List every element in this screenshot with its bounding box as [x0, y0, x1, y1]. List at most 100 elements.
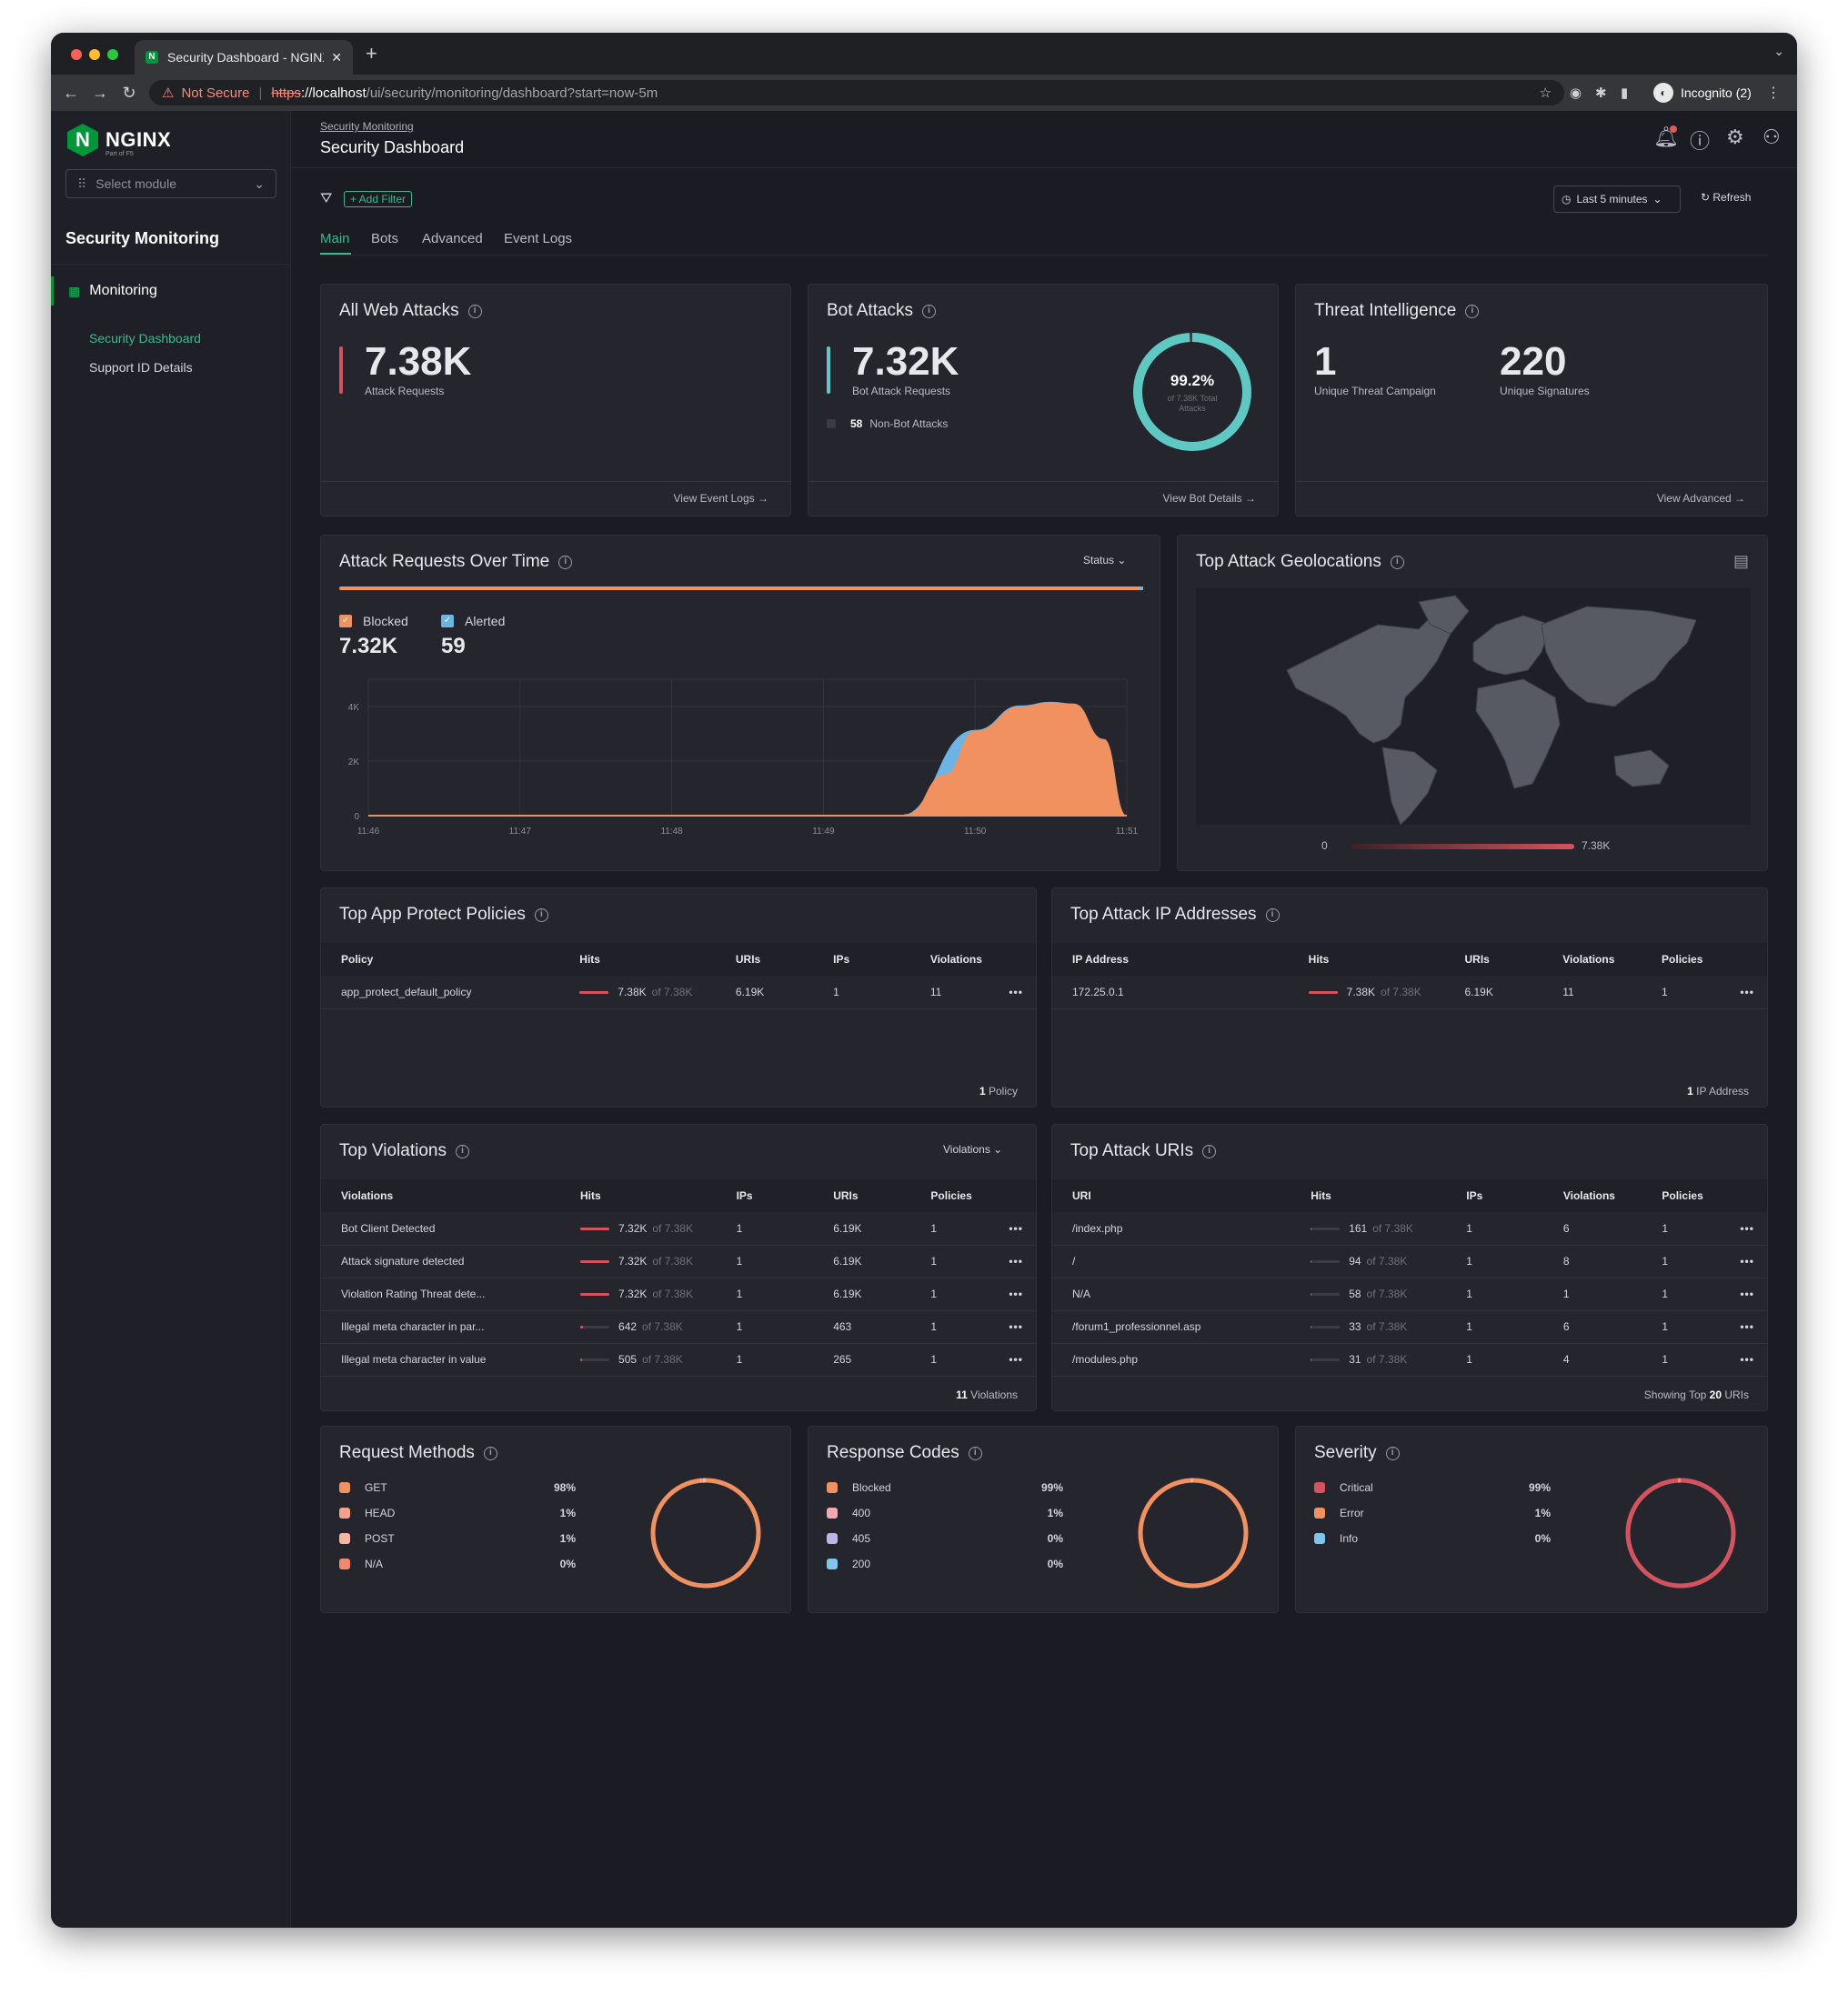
donut-arc: [1133, 333, 1251, 451]
info-icon[interactable]: i: [922, 304, 937, 318]
table-row[interactable]: /forum1_professionnel.asp 33 of 7.38K 1 6 1 ••…: [1052, 1310, 1767, 1344]
non-bot-label: Non-Bot Attacks: [869, 417, 949, 430]
table-row[interactable]: Illegal meta character in par... 642 of 7.…: [321, 1310, 1036, 1344]
module-select[interactable]: ⠿ Select module ⌄: [65, 169, 276, 198]
more-actions-icon[interactable]: •••: [1740, 1221, 1754, 1235]
table-row[interactable]: Bot Client Detected 7.32K of 7.38K 1 6.19K 1 •…: [321, 1212, 1036, 1246]
info-icon[interactable]: i: [1202, 1144, 1217, 1158]
x-tick-label: 11:48: [660, 827, 683, 837]
ratio-bar: [339, 586, 1143, 590]
row-c3: 1: [1446, 1212, 1543, 1246]
status-dropdown[interactable]: Status ⌄: [1083, 554, 1126, 566]
tab-event-logs[interactable]: Event Logs: [504, 231, 573, 246]
back-arrow-icon[interactable]: ←: [63, 83, 79, 102]
info-icon[interactable]: i: [1465, 304, 1480, 318]
blocked-toggle[interactable]: ✓ Blocked: [339, 614, 408, 628]
table-view-icon[interactable]: ▤: [1732, 552, 1749, 570]
table-row[interactable]: Illegal meta character in value 505 of 7.3…: [321, 1343, 1036, 1377]
hits-value: 31: [1349, 1353, 1361, 1366]
minimize-window-button[interactable]: [89, 49, 100, 60]
info-icon[interactable]: i: [534, 907, 548, 922]
view-event-logs-link[interactable]: View Event Logs →: [673, 492, 768, 505]
close-window-button[interactable]: [71, 49, 82, 60]
incognito-indicator[interactable]: ◐ Incognito (2): [1653, 82, 1752, 104]
incognito-label: Incognito (2): [1681, 85, 1752, 100]
web-attacks-sub: Attack Requests: [365, 385, 445, 397]
view-bot-details-link[interactable]: View Bot Details →: [1162, 492, 1257, 505]
info-icon[interactable]: i: [968, 1446, 982, 1460]
table-row[interactable]: app_protect_default_policy 7.38K of 7.38K 6…: [321, 976, 1036, 1009]
url-bar[interactable]: ⚠ Not Secure | https ://localhost /ui/se…: [149, 80, 1564, 105]
info-icon[interactable]: i: [467, 304, 482, 318]
more-actions-icon[interactable]: •••: [1009, 1288, 1023, 1300]
more-actions-icon[interactable]: •••: [1009, 1353, 1023, 1366]
sidebar-item-support-id-details[interactable]: Support ID Details: [89, 360, 193, 375]
column-header: IP Address: [1052, 943, 1289, 976]
tab-bots[interactable]: Bots: [371, 231, 399, 246]
breadcrumb[interactable]: Security Monitoring: [320, 120, 414, 133]
table-row[interactable]: N/A 58 of 7.38K 1 1 1 •••: [1052, 1278, 1767, 1311]
help-icon[interactable]: ⓘ: [1690, 130, 1711, 153]
table-row[interactable]: /94 of 7.38K 1 8 1 •••: [1052, 1245, 1767, 1278]
more-actions-icon[interactable]: •••: [1740, 1353, 1754, 1366]
tab-advanced[interactable]: Advanced: [422, 231, 483, 246]
alerted-toggle[interactable]: ✓ Alerted: [441, 614, 505, 628]
sidebar-item-security-dashboard[interactable]: Security Dashboard: [89, 331, 201, 346]
more-actions-icon[interactable]: •••: [1009, 985, 1023, 998]
info-icon[interactable]: i: [1385, 1446, 1400, 1460]
new-tab-button[interactable]: +: [366, 42, 377, 65]
row-hits: 31 of 7.38K: [1291, 1343, 1447, 1377]
browser-tab[interactable]: N Security Dashboard - NGINX A ✕: [135, 40, 353, 75]
bookmark-star-icon[interactable]: ☆: [1539, 85, 1552, 101]
more-actions-icon[interactable]: •••: [1009, 1221, 1023, 1235]
geolocations-card: Top Attack Geolocations i ▤ 0 7: [1177, 535, 1768, 871]
user-icon[interactable]: ⚇: [1763, 125, 1781, 148]
not-secure-label[interactable]: Not Secure: [181, 85, 250, 101]
add-filter-button[interactable]: + Add Filter: [344, 191, 413, 207]
more-actions-icon[interactable]: •••: [1009, 1320, 1023, 1333]
filter-icon[interactable]: ⛛: [320, 191, 333, 206]
row-c5: 1: [910, 1212, 1009, 1246]
codes-title: Response Codes: [827, 1443, 959, 1462]
gear-icon[interactable]: ⚙: [1726, 125, 1744, 148]
info-icon[interactable]: i: [1265, 907, 1280, 922]
info-icon[interactable]: i: [558, 555, 573, 569]
threat-campaign-label: Unique Threat Campaign: [1314, 385, 1436, 397]
more-actions-icon[interactable]: •••: [1009, 1255, 1023, 1268]
more-actions-icon[interactable]: •••: [1740, 1320, 1754, 1333]
legend-swatch: [827, 1482, 838, 1493]
puzzle-extensions-icon[interactable]: ✱: [1595, 85, 1607, 101]
more-actions-icon[interactable]: •••: [1740, 1288, 1754, 1300]
legend-item: Info 0%: [1314, 1532, 1551, 1545]
threat-campaign-value: 1: [1314, 339, 1337, 384]
row-actions: •••: [1740, 976, 1767, 1009]
browser-menu-icon[interactable]: ⋮: [1766, 85, 1781, 101]
tab-search-chevron-icon[interactable]: ⌄: [1773, 44, 1784, 58]
table-row[interactable]: Violation Rating Threat dete... 7.32K of 7…: [321, 1278, 1036, 1311]
side-panel-icon[interactable]: ▮: [1621, 85, 1629, 101]
forward-arrow-icon[interactable]: →: [92, 83, 108, 102]
more-actions-icon[interactable]: •••: [1740, 985, 1754, 998]
table-row[interactable]: /modules.php 31 of 7.38K 1 4 1 •••: [1052, 1343, 1767, 1377]
extension-icon[interactable]: ◉: [1570, 85, 1582, 101]
reload-icon[interactable]: ↻: [122, 83, 136, 102]
info-icon[interactable]: i: [1390, 555, 1404, 569]
sidebar-group-monitoring[interactable]: ▦ Monitoring: [51, 276, 291, 306]
nginx-logo[interactable]: N NGINX Part of F5: [67, 124, 171, 157]
violations-dropdown[interactable]: Violations ⌄: [943, 1143, 1002, 1156]
more-actions-icon[interactable]: •••: [1740, 1255, 1754, 1268]
time-range-select[interactable]: ◷ Last 5 minutes ⌄: [1553, 185, 1681, 213]
africa-shape: [1475, 678, 1561, 789]
refresh-button[interactable]: ↻ Refresh: [1701, 191, 1751, 204]
close-tab-icon[interactable]: ✕: [331, 49, 342, 65]
table-row[interactable]: /index.php 161 of 7.38K 1 6 1 •••: [1052, 1212, 1767, 1246]
info-icon[interactable]: i: [455, 1144, 469, 1158]
tab-main[interactable]: Main: [320, 231, 350, 246]
row-actions: •••: [1740, 1212, 1767, 1246]
zoom-window-button[interactable]: [107, 49, 118, 60]
world-map[interactable]: [1196, 588, 1751, 826]
view-advanced-link[interactable]: View Advanced →: [1656, 492, 1745, 505]
info-icon[interactable]: i: [483, 1446, 497, 1460]
table-row[interactable]: 172.25.0.1 7.38K of 7.38K 6.19K 11 1 •••: [1052, 976, 1767, 1009]
table-row[interactable]: Attack signature detected 7.32K of 7.38K 1 6…: [321, 1245, 1036, 1278]
